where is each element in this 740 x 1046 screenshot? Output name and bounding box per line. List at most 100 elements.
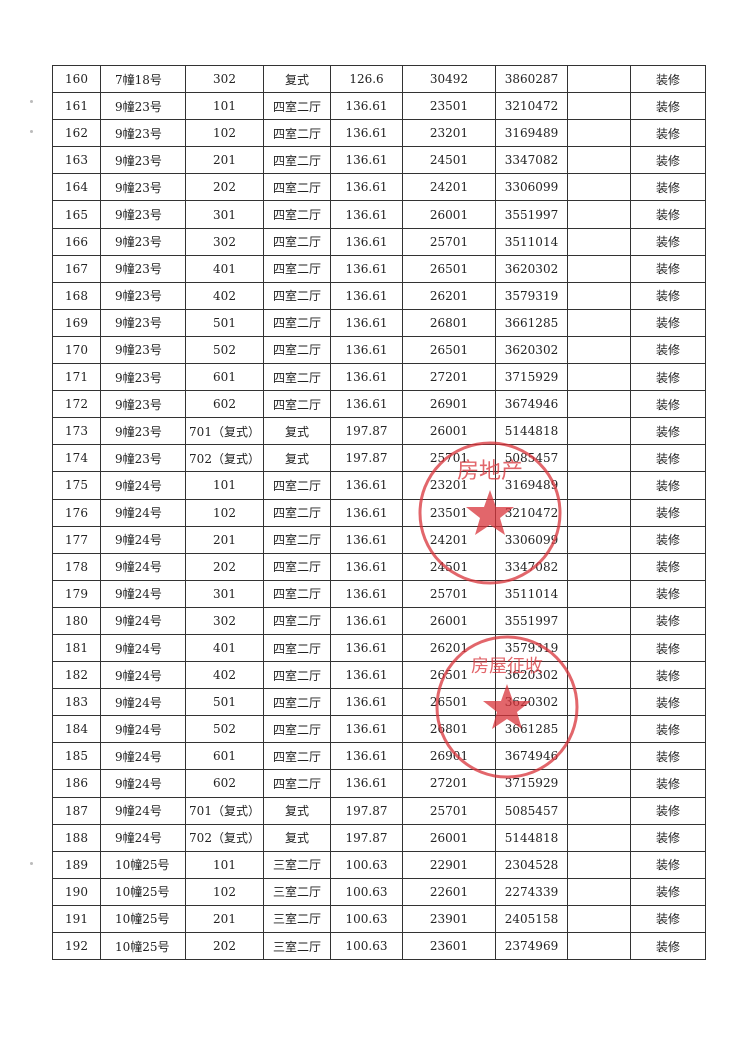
total-price-cell: 3511014 [495, 579, 568, 608]
remark-blank-cell [567, 823, 631, 852]
total-price-cell: 3715929 [495, 363, 568, 392]
building-cell: 9幢24号 [100, 715, 186, 744]
note-cell: 装修 [630, 146, 706, 175]
unit-price-cell: 24201 [402, 173, 496, 202]
total-price-cell: 5144818 [495, 823, 568, 852]
layout-cell: 四室二厅 [263, 552, 331, 581]
row-number-cell: 173 [52, 417, 101, 446]
remark-blank-cell [567, 363, 631, 392]
building-cell: 9幢23号 [100, 254, 186, 283]
table-row: 183 9幢24号 501 四室二厅 136.61 26501 3620302 装修 [52, 688, 706, 717]
building-cell: 9幢23号 [100, 146, 186, 175]
note-cell: 装修 [630, 850, 706, 879]
layout-cell: 四室二厅 [263, 281, 331, 310]
room-cell: 601 [185, 363, 264, 392]
area-cell: 136.61 [330, 92, 403, 121]
building-cell: 9幢24号 [100, 525, 186, 554]
area-cell: 136.61 [330, 688, 403, 717]
remark-blank-cell [567, 769, 631, 798]
room-cell: 602 [185, 390, 264, 419]
note-cell: 装修 [630, 796, 706, 825]
row-number-cell: 166 [52, 227, 101, 256]
row-number-cell: 162 [52, 119, 101, 148]
row-number-cell: 177 [52, 525, 101, 554]
table-row: 167 9幢23号 401 四室二厅 136.61 26501 3620302 装修 [52, 254, 706, 283]
note-cell: 装修 [630, 633, 706, 663]
total-price-cell: 2304528 [495, 850, 568, 879]
layout-cell: 四室二厅 [263, 173, 331, 202]
row-number-cell: 172 [52, 390, 101, 419]
total-price-cell: 3620302 [495, 688, 568, 717]
building-cell: 9幢24号 [100, 661, 186, 690]
table-row: 171 9幢23号 601 四室二厅 136.61 27201 3715929 装修 [52, 363, 706, 392]
layout-cell: 四室二厅 [263, 525, 331, 554]
scan-speck [30, 862, 33, 865]
total-price-cell: 3551997 [495, 606, 568, 635]
layout-cell: 四室二厅 [263, 200, 331, 229]
area-cell: 136.61 [330, 200, 403, 229]
room-cell: 501 [185, 308, 264, 337]
total-price-cell: 3511014 [495, 227, 568, 256]
total-price-cell: 3169489 [495, 119, 568, 148]
note-cell: 装修 [630, 92, 706, 121]
layout-cell: 四室二厅 [263, 227, 331, 256]
remark-blank-cell [567, 850, 631, 879]
room-cell: 101 [185, 471, 264, 500]
total-price-cell: 3306099 [495, 173, 568, 202]
total-price-cell: 3210472 [495, 92, 568, 121]
note-cell: 装修 [630, 227, 706, 256]
table-row: 163 9幢23号 201 四室二厅 136.61 24501 3347082 装修 [52, 146, 706, 175]
area-cell: 136.61 [330, 769, 403, 798]
remark-blank-cell [567, 471, 631, 500]
row-number-cell: 190 [52, 877, 101, 906]
building-cell: 9幢24号 [100, 471, 186, 500]
layout-cell: 四室二厅 [263, 769, 331, 798]
total-price-cell: 3347082 [495, 146, 568, 175]
remark-blank-cell [567, 173, 631, 202]
area-cell: 136.61 [330, 254, 403, 283]
unit-price-cell: 26201 [402, 633, 496, 663]
table-row: 184 9幢24号 502 四室二厅 136.61 26801 3661285 装修 [52, 715, 706, 744]
building-cell: 7幢18号 [100, 64, 186, 94]
area-cell: 136.61 [330, 498, 403, 527]
unit-price-cell: 22601 [402, 877, 496, 906]
layout-cell: 四室二厅 [263, 363, 331, 392]
room-cell: 502 [185, 335, 264, 365]
area-cell: 197.87 [330, 444, 403, 473]
building-cell: 10幢25号 [100, 877, 186, 906]
remark-blank-cell [567, 796, 631, 825]
note-cell: 装修 [630, 335, 706, 365]
note-cell: 装修 [630, 931, 706, 961]
row-number-cell: 188 [52, 823, 101, 852]
remark-blank-cell [567, 525, 631, 554]
remark-blank-cell [567, 606, 631, 635]
remark-blank-cell [567, 335, 631, 365]
table-row: 170 9幢23号 502 四室二厅 136.61 26501 3620302 装修 [52, 335, 706, 365]
room-cell: 402 [185, 661, 264, 690]
total-price-cell: 5144818 [495, 417, 568, 446]
table-row: 188 9幢24号 702（复式） 复式 197.87 26001 5144818 装修 [52, 823, 706, 852]
room-cell: 402 [185, 281, 264, 310]
building-cell: 9幢23号 [100, 417, 186, 446]
row-number-cell: 185 [52, 742, 101, 771]
table-row: 178 9幢24号 202 四室二厅 136.61 24501 3347082 装修 [52, 552, 706, 581]
unit-price-cell: 25701 [402, 579, 496, 608]
table-row: 174 9幢23号 702（复式） 复式 197.87 25701 5085457 装修 [52, 444, 706, 473]
row-number-cell: 192 [52, 931, 101, 961]
table-row: 192 10幢25号 202 三室二厅 100.63 23601 2374969 装修 [52, 931, 706, 961]
room-cell: 701（复式） [185, 796, 264, 825]
layout-cell: 四室二厅 [263, 715, 331, 744]
table-row: 180 9幢24号 302 四室二厅 136.61 26001 3551997 装修 [52, 606, 706, 635]
area-cell: 197.87 [330, 796, 403, 825]
table-row: 190 10幢25号 102 三室二厅 100.63 22601 2274339 装修 [52, 877, 706, 906]
building-cell: 9幢23号 [100, 92, 186, 121]
area-cell: 136.61 [330, 661, 403, 690]
area-cell: 197.87 [330, 823, 403, 852]
building-cell: 9幢23号 [100, 444, 186, 473]
total-price-cell: 5085457 [495, 444, 568, 473]
table-row: 162 9幢23号 102 四室二厅 136.61 23201 3169489 装修 [52, 119, 706, 148]
remark-blank-cell [567, 498, 631, 527]
building-cell: 9幢23号 [100, 308, 186, 337]
layout-cell: 四室二厅 [263, 146, 331, 175]
building-cell: 9幢24号 [100, 606, 186, 635]
